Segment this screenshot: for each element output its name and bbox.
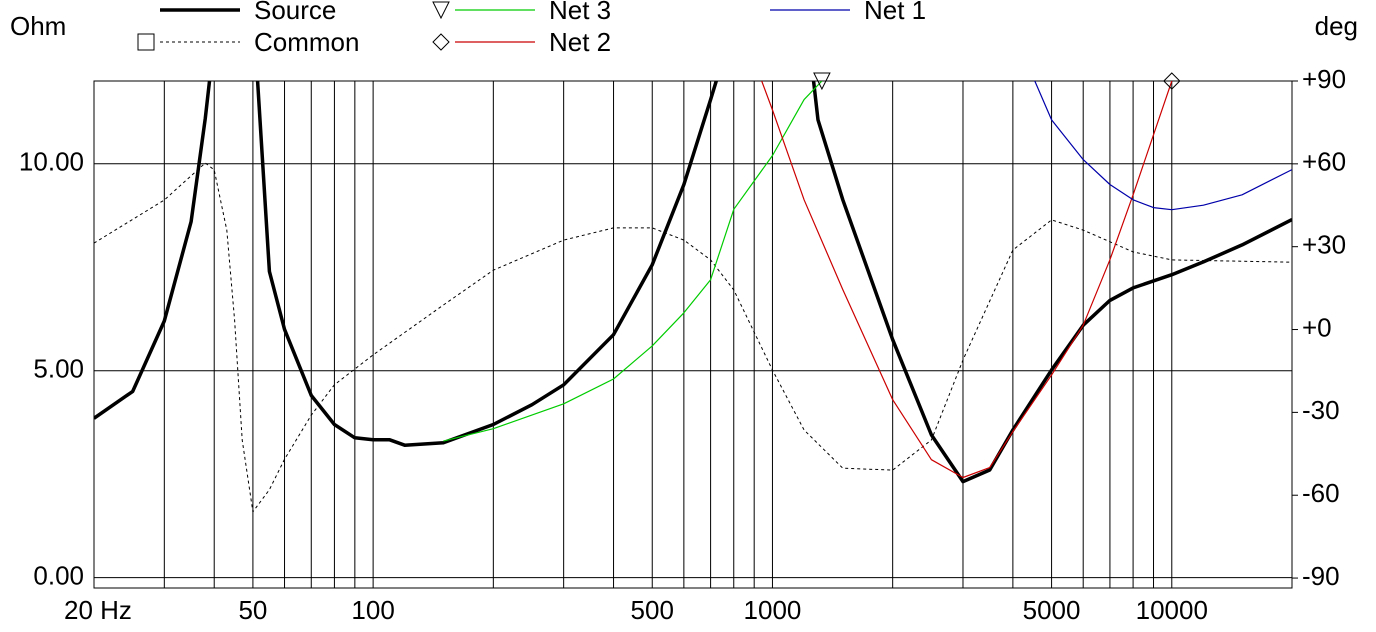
end-marker bbox=[813, 72, 831, 91]
y2-tick-label: +60 bbox=[1302, 147, 1346, 177]
x-tick-label: 5000 bbox=[1023, 595, 1081, 625]
y-tick-label: 0.00 bbox=[33, 561, 84, 591]
x-tick-label: 20 Hz bbox=[64, 595, 132, 625]
y2-axis-label: deg bbox=[1315, 11, 1358, 41]
x-tick-label: 100 bbox=[351, 595, 394, 625]
y-axis-label: Ohm bbox=[10, 11, 66, 41]
series-line bbox=[1034, 81, 1292, 211]
plot-border bbox=[93, 80, 1293, 589]
series-line bbox=[761, 81, 1173, 479]
legend-marker bbox=[432, 33, 450, 51]
x-tick-label: 500 bbox=[631, 595, 674, 625]
series-line bbox=[94, 162, 1292, 513]
legend-label: Source bbox=[254, 0, 336, 25]
y2-tick-label: -30 bbox=[1302, 395, 1340, 425]
x-tick-label: 10000 bbox=[1136, 595, 1208, 625]
x-tick-label: 1000 bbox=[744, 595, 802, 625]
x-tick-label: 50 bbox=[238, 595, 267, 625]
plot-area bbox=[94, 81, 1292, 513]
y2-tick-label: +30 bbox=[1302, 230, 1346, 260]
y2-tick-label: +0 bbox=[1302, 312, 1332, 342]
legend-marker bbox=[432, 1, 450, 20]
legend-label: Net 2 bbox=[549, 27, 611, 57]
legend-label: Net 3 bbox=[549, 0, 611, 25]
y2-tick-label: -90 bbox=[1302, 561, 1340, 591]
end-marker bbox=[1163, 72, 1181, 90]
y2-tick-label: +90 bbox=[1302, 64, 1346, 94]
y2-tick-label: -60 bbox=[1302, 478, 1340, 508]
y-tick-label: 10.00 bbox=[19, 147, 84, 177]
legend-marker bbox=[137, 33, 155, 51]
series-line bbox=[94, 81, 1292, 484]
y-tick-label: 5.00 bbox=[33, 354, 84, 384]
series-line bbox=[443, 81, 823, 442]
legend-label: Net 1 bbox=[864, 0, 926, 25]
legend-label: Common bbox=[254, 27, 359, 57]
